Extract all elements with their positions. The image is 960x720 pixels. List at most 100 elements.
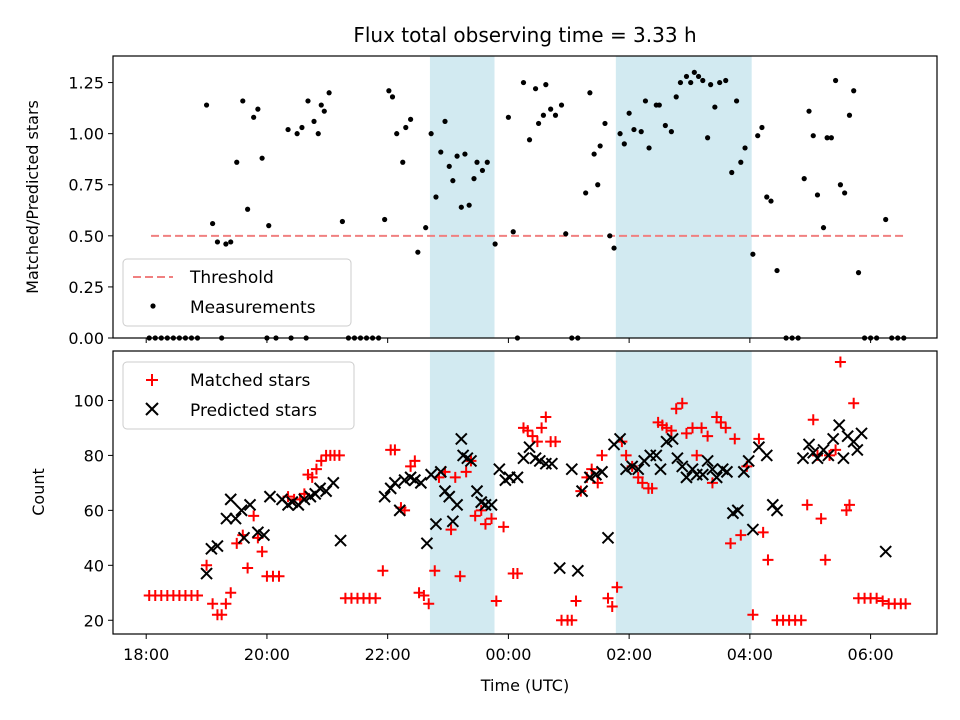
bottom-y-tick-label: 20 (84, 611, 104, 630)
measurement-point (526, 137, 533, 143)
measurement-point (454, 153, 460, 159)
measurement-point (484, 159, 490, 165)
x-tick-label: 22:00 (365, 645, 411, 664)
bottom-y-tick-label: 100 (73, 391, 104, 410)
matched-star-point (445, 524, 457, 536)
predicted-star-point (493, 462, 506, 476)
matched-star-point (801, 499, 813, 511)
bottom-y-axis: 20 40 60 80 100 (73, 391, 113, 630)
measurement-point (626, 110, 632, 116)
matched-star-point (310, 463, 322, 475)
matched-star-point (306, 471, 318, 483)
predicted-star-point (511, 471, 524, 484)
matched-star-point (549, 436, 561, 448)
matched-star-point (762, 554, 774, 566)
matched-star-point (248, 510, 260, 522)
measurement-point (543, 82, 549, 88)
measurement-point (602, 120, 608, 127)
x-tick-label: 18:00 (123, 645, 169, 664)
predicted-star-point (746, 523, 760, 536)
measurement-point (228, 239, 234, 245)
predicted-star-point (654, 462, 667, 476)
matched-star-point (273, 570, 285, 582)
measurement-point (646, 145, 652, 151)
matched-star-point (602, 592, 614, 604)
matched-star-point (377, 565, 389, 577)
matched-star-point (830, 444, 842, 456)
predicted-star-point (237, 531, 251, 545)
matched-star-point (725, 537, 737, 549)
predicted-star-point (660, 435, 673, 448)
measurement-point (532, 86, 539, 92)
chart-title: Flux total observing time = 3.33 h (353, 23, 696, 47)
predicted-star-point (211, 539, 224, 553)
measurement-point (266, 223, 272, 229)
predicted-star-point (832, 418, 846, 432)
top-panel: 0.00 0.25 0.50 0.75 1.00 1.25 Matched/Predict… (23, 55, 938, 348)
predicted-star-point (470, 484, 484, 498)
matched-star-point (460, 466, 472, 478)
measurement-point (750, 251, 756, 257)
measurement-point (810, 133, 816, 139)
measurement-point (708, 82, 714, 88)
predicted-star-point (671, 451, 684, 465)
measurement-point (255, 106, 261, 112)
measurement-point (851, 88, 857, 94)
matched-star-point (691, 449, 703, 461)
measurement-point (591, 151, 597, 157)
predicted-star-point (619, 462, 633, 476)
matched-star-point (646, 482, 658, 494)
measurement-point (505, 114, 511, 120)
measurement-point (742, 145, 748, 151)
predicted-star-point (706, 462, 719, 476)
predicted-star-point (837, 451, 850, 465)
measurement-point (673, 94, 679, 100)
measurement-point (479, 167, 486, 174)
predicted-star-point (802, 438, 816, 451)
measurement-point (705, 135, 711, 141)
measurement-point (552, 112, 559, 118)
predicted-star-point (589, 468, 603, 481)
measurement-point (611, 245, 617, 251)
predicted-star-point (613, 432, 627, 446)
matched-star-point (757, 526, 769, 538)
matched-star-point (720, 422, 732, 434)
measurement-point (203, 102, 210, 108)
predicted-star-point (313, 482, 327, 495)
matched-star-point (795, 614, 807, 626)
matched-star-point (429, 565, 441, 577)
matched-star-point (220, 598, 232, 610)
predicted-star-point (398, 473, 411, 487)
measurement-point (442, 118, 448, 124)
predicted-star-point (666, 432, 679, 446)
measurement-point (695, 73, 702, 80)
matched-star-point (611, 581, 623, 593)
measurement-point (631, 126, 637, 133)
predicted-star-point (650, 449, 663, 462)
matched-star-point (454, 570, 466, 582)
matched-star-point (680, 427, 692, 439)
matched-star-point (848, 397, 860, 409)
measurement-point (642, 98, 649, 104)
top-y-tick-label: 1.00 (68, 125, 104, 144)
predicted-star-point (601, 531, 615, 545)
matched-star-point (479, 518, 491, 530)
matched-star-point (423, 598, 435, 610)
measurement-point (677, 79, 684, 86)
measurement-point (855, 270, 862, 276)
predicted-star-point (553, 561, 566, 575)
matched-star-point (256, 546, 268, 558)
matched-star-point (871, 592, 883, 604)
matched-star-point (370, 592, 382, 604)
measurement-point (846, 112, 853, 118)
top-legend-box (122, 258, 352, 327)
measurement-point (717, 79, 723, 86)
predicted-star-point (224, 493, 237, 506)
bottom-legend-box (122, 361, 355, 430)
predicted-star-point (811, 451, 824, 465)
matched-star-point (192, 590, 204, 602)
bottom-y-axis-title: Count (29, 468, 48, 516)
predicted-star-point (770, 504, 784, 517)
measurement-point (315, 131, 321, 137)
measurement-point (415, 249, 421, 255)
